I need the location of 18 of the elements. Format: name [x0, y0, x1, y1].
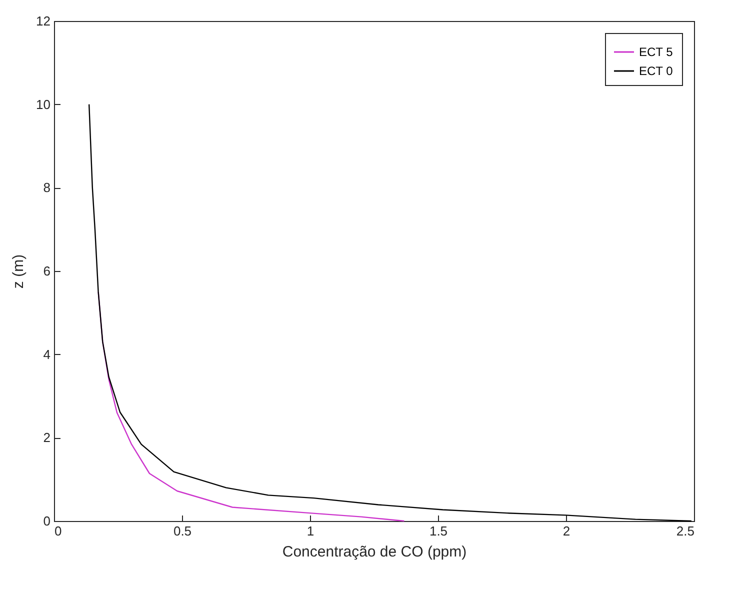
y-tick-label: 4: [43, 346, 50, 362]
x-tick-label: 2.5: [676, 524, 694, 538]
x-tick-label: 1.5: [429, 524, 448, 538]
y-tick-label: 8: [43, 180, 50, 196]
x-tick-label: 1: [306, 524, 314, 538]
y-tick-label: 2: [43, 430, 50, 446]
y-tick-label: 12: [36, 14, 50, 28]
y-tick-label: 6: [43, 264, 50, 278]
legend-label: ECT 5: [639, 45, 674, 59]
x-axis-title: Concentração de CO (ppm): [282, 544, 467, 560]
x-tick-label: 2: [562, 524, 570, 538]
y-tick-label: 10: [36, 96, 50, 112]
y-tick-label: 0: [43, 514, 50, 528]
line-series: [88, 104, 692, 522]
x-tick-label: 0.5: [173, 524, 192, 538]
legend-label: ECT 0: [639, 64, 674, 78]
x-tick-label: 0: [54, 524, 62, 538]
y-axis-title: z (m): [10, 254, 28, 289]
